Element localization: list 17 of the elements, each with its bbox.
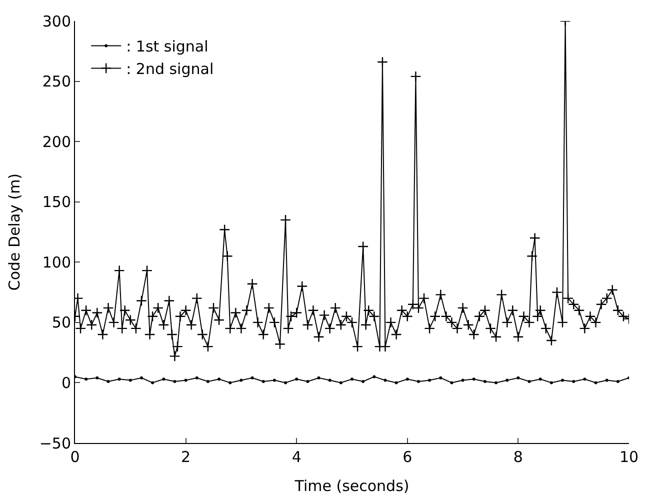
y-axis-title: Code Delay (m) <box>6 173 24 291</box>
y-tick-label: 0 <box>61 374 71 392</box>
y-tick-label: 50 <box>52 314 71 332</box>
y-tick-label: −50 <box>39 434 71 452</box>
x-tick-label: 6 <box>402 448 412 466</box>
y-tick-label: 150 <box>42 193 71 212</box>
x-axis-title: Time (seconds) <box>294 477 410 495</box>
y-tick-label: 300 <box>42 12 71 30</box>
y-tick-label: 100 <box>42 253 71 272</box>
y-tick-label: 200 <box>42 132 71 151</box>
legend-label: : 1st signal <box>126 38 208 56</box>
x-tick-label: 4 <box>292 448 302 466</box>
legend-label: : 2nd signal <box>126 60 214 78</box>
x-tick-label: 10 <box>619 448 639 466</box>
y-tick-label: 250 <box>42 72 71 91</box>
x-tick-label: 8 <box>513 448 523 466</box>
x-tick-label: 2 <box>181 448 191 466</box>
